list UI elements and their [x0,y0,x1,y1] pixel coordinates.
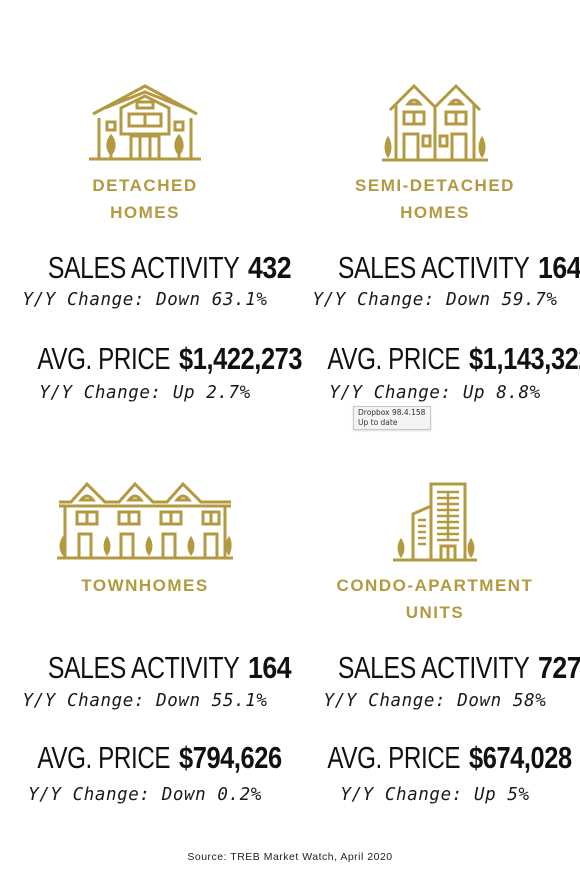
avg-price-stat: AVG. PRICE $1,143,322 [290,341,580,377]
sales-activity-value: 727 [538,650,580,685]
sales-activity-stat: SALES ACTIVITY 164 [0,650,292,686]
tooltip-status: Up to date [358,418,398,427]
avg-price-stat: AVG. PRICE $1,422,273 [0,341,302,377]
price-yoy-change: Y/Y Change: Down 0.2% [28,785,262,805]
dropbox-tooltip: Dropbox 98.4.158 Up to date [353,406,431,430]
price-yoy-change: Y/Y Change: Up 8.8% [329,383,541,403]
sales-activity-value: 164 [538,250,580,285]
sales-activity-label: SALES ACTIVITY [337,650,530,685]
sales-activity-label: SALES ACTIVITY [337,250,530,285]
sales-activity-label: SALES ACTIVITY [47,250,240,285]
sales-yoy-change: Y/Y Change: Down 59.7% [312,290,558,310]
sales-activity-label: SALES ACTIVITY [47,650,240,685]
sales-yoy-change: Y/Y Change: Down 58% [323,691,547,711]
sales-activity-stat: SALES ACTIVITY 432 [0,250,292,286]
semi-detached-homes-section: SEMI-DETACHED HOMES SALES ACTIVITY 164 Y… [290,0,580,430]
avg-price-stat: AVG. PRICE $674,028 [290,740,580,776]
townhouse-icon [57,478,233,562]
source-note: Source: TREB Market Watch, April 2020 [187,851,393,863]
sales-yoy-change: Y/Y Change: Down 55.1% [22,691,268,711]
avg-price-value: $794,626 [178,740,282,775]
section-title: DETACHED HOMES [92,176,198,222]
avg-price-value: $1,422,273 [178,341,303,376]
avg-price-value: $1,143,322 [468,341,580,376]
section-title: CONDO-APARTMENT UNITS [336,576,534,622]
avg-price-label: AVG. PRICE [37,740,171,775]
avg-price-label: AVG. PRICE [37,341,171,376]
sales-yoy-change: Y/Y Change: Down 63.1% [22,290,268,310]
avg-price-stat: AVG. PRICE $794,626 [0,740,290,776]
price-yoy-change: Y/Y Change: Up 2.7% [39,383,251,403]
sales-activity-value: 432 [248,250,292,285]
tooltip-version: Dropbox 98.4.158 [358,408,426,417]
avg-price-label: AVG. PRICE [327,740,461,775]
detached-house-icon [85,82,205,162]
townhomes-section: TOWNHOMES SALES ACTIVITY 164 Y/Y Change:… [0,430,292,850]
avg-price-value: $674,028 [468,740,572,775]
price-yoy-change: Y/Y Change: Up 5% [340,785,530,805]
semi-detached-house-icon [380,80,490,162]
condo-building-icon [393,480,477,564]
section-title: SEMI-DETACHED HOMES [355,176,515,222]
sales-activity-stat: SALES ACTIVITY 727 [290,650,580,686]
sales-activity-value: 164 [248,650,292,685]
sales-activity-stat: SALES ACTIVITY 164 [290,250,580,286]
detached-homes-section: DETACHED HOMES SALES ACTIVITY 432 Y/Y Ch… [0,0,302,430]
section-title: TOWNHOMES [81,576,209,595]
condo-apartment-section: CONDO-APARTMENT UNITS SALES ACTIVITY 727… [290,430,580,850]
avg-price-label: AVG. PRICE [327,341,461,376]
